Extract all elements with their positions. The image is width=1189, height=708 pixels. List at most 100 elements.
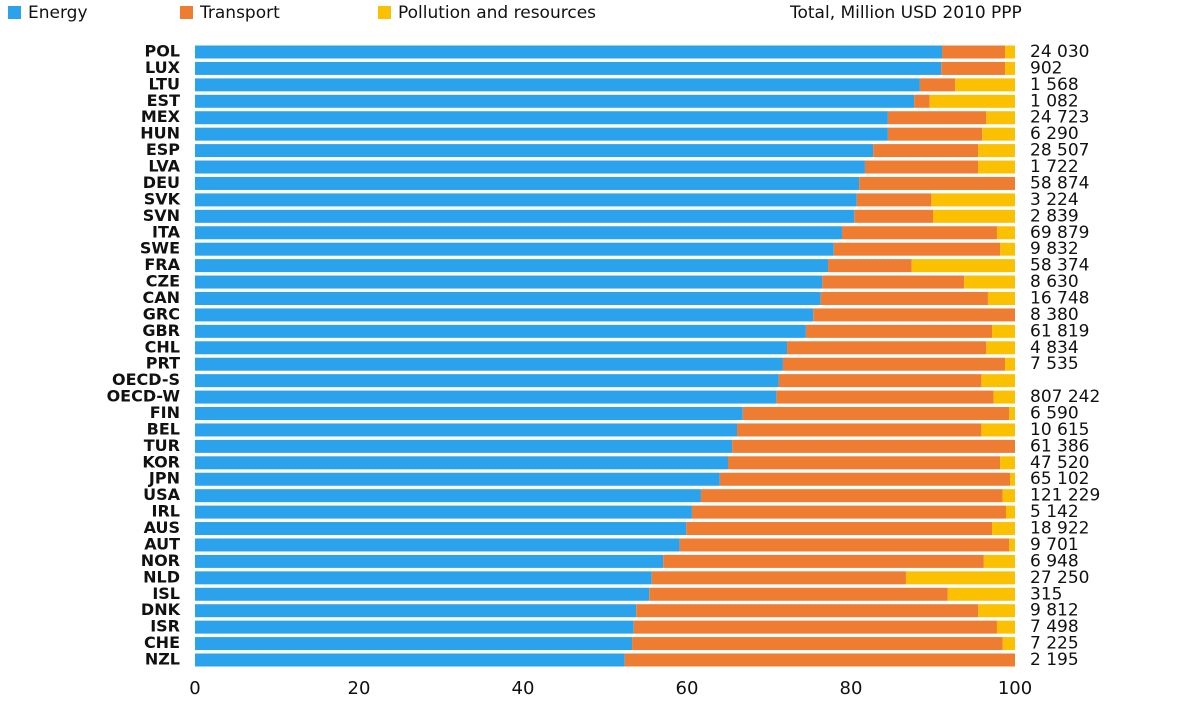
bar-segment <box>987 291 1015 305</box>
bar-segment <box>993 390 1015 404</box>
bar-segment <box>859 176 1015 190</box>
bar-segment <box>1009 538 1015 552</box>
bar-segment <box>195 144 874 158</box>
total-label: 16 748 <box>1030 288 1089 308</box>
bar-segment <box>996 620 1015 634</box>
total-label: 9 701 <box>1030 535 1079 555</box>
bar-segment <box>737 423 982 437</box>
bar-segment <box>624 653 1015 667</box>
bar-segment <box>195 127 888 141</box>
category-label: USA <box>143 485 181 504</box>
total-label: 902 <box>1030 58 1062 78</box>
bar-segment <box>195 275 823 289</box>
bar-segment <box>813 308 1015 322</box>
category-label: LVA <box>148 157 180 176</box>
x-tick-label: 40 <box>512 678 535 699</box>
bar-segment <box>195 554 664 568</box>
bar-segment <box>691 505 1006 519</box>
total-label: 65 102 <box>1030 469 1089 489</box>
category-label: LTU <box>149 74 180 93</box>
total-label: 7 225 <box>1030 634 1079 654</box>
total-label: 2 195 <box>1030 650 1079 670</box>
category-label: DEU <box>143 173 180 192</box>
bar-segment <box>856 193 932 207</box>
bar-segment <box>651 571 906 585</box>
bar-segment <box>929 94 1015 108</box>
bar-segment <box>1005 61 1015 75</box>
legend-swatch <box>378 6 391 19</box>
bar-segment <box>828 259 912 273</box>
bar-segment <box>1009 407 1015 421</box>
total-label: 9 812 <box>1030 601 1079 621</box>
legend-label: Pollution and resources <box>398 3 596 23</box>
bar-segment <box>833 242 1001 256</box>
category-label: CHL <box>145 337 180 356</box>
category-label: ESP <box>146 140 180 159</box>
bar-segment <box>864 160 979 174</box>
bar-segment <box>1010 472 1015 486</box>
bar-segment <box>931 193 1015 207</box>
bar-segment <box>776 390 994 404</box>
category-label: FRA <box>144 255 180 274</box>
bar-segment <box>195 160 865 174</box>
category-label: GRC <box>143 304 180 323</box>
bar-segment <box>686 522 993 536</box>
category-label: LUX <box>145 58 181 77</box>
bar-segment <box>942 45 1006 59</box>
bar-segment <box>636 604 979 618</box>
bar-segment <box>841 226 997 240</box>
total-label: 58 874 <box>1030 173 1089 193</box>
category-label: POL <box>144 42 180 61</box>
category-label: NLD <box>143 567 180 586</box>
bar-segment <box>854 209 933 223</box>
bar-segment <box>195 341 788 355</box>
total-label: 6 948 <box>1030 551 1079 571</box>
bar-segment <box>732 439 1015 453</box>
bar-segment <box>195 176 860 190</box>
bar-segment <box>887 111 987 125</box>
bar-segment <box>195 571 652 585</box>
category-label: ISL <box>152 584 180 603</box>
bar-segment <box>195 357 783 371</box>
bar-segment <box>1005 357 1015 371</box>
bar-segment <box>195 587 650 601</box>
bar-segment <box>195 456 728 470</box>
category-label: JPN <box>148 469 180 488</box>
bar-segment <box>195 242 834 256</box>
bar-segment <box>1002 637 1015 651</box>
bar-segment <box>947 587 1015 601</box>
bar-segment <box>195 111 888 125</box>
category-label: SVK <box>144 189 181 208</box>
category-label: CAN <box>142 288 180 307</box>
bar-segment <box>742 407 1010 421</box>
bar-segment <box>195 78 920 92</box>
category-label: OECD-W <box>107 387 181 406</box>
legend-label: Energy <box>28 3 88 23</box>
total-label: 1 082 <box>1030 91 1079 111</box>
bar-segment <box>1002 489 1015 503</box>
category-label: MEX <box>141 107 181 126</box>
category-label: HUN <box>140 124 180 143</box>
category-label: NOR <box>141 551 180 570</box>
total-label: 8 380 <box>1030 305 1079 325</box>
category-label: SWE <box>140 239 180 258</box>
bar-segment <box>195 604 637 618</box>
category-label: DNK <box>141 600 181 619</box>
bar-segment <box>1005 45 1015 59</box>
category-label: ISR <box>150 617 180 636</box>
bar-segment <box>649 587 948 601</box>
bar-segment <box>195 407 743 421</box>
x-tick-label: 0 <box>189 678 200 699</box>
total-label: 47 520 <box>1030 453 1089 473</box>
bar-segment <box>195 324 806 338</box>
bar-segment <box>805 324 993 338</box>
bar-segment <box>195 291 821 305</box>
total-label: 9 832 <box>1030 239 1079 259</box>
legend-swatch <box>180 6 193 19</box>
bar-segment <box>820 291 988 305</box>
bar-segment <box>986 111 1015 125</box>
bar-segment <box>195 472 720 486</box>
bar-segment <box>981 374 1015 388</box>
total-label: 1 722 <box>1030 157 1079 177</box>
